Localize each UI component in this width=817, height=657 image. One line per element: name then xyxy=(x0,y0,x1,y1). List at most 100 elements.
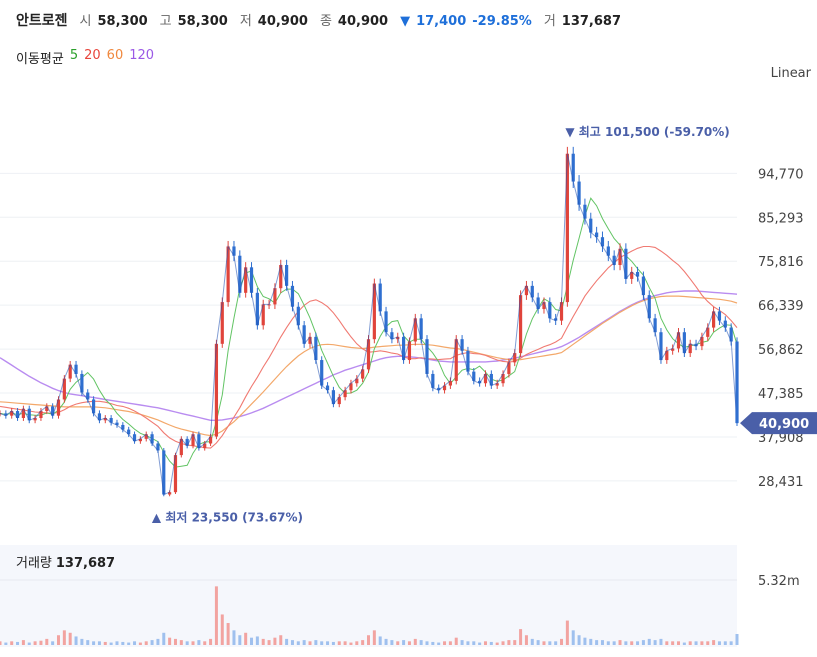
volume-bar xyxy=(390,640,394,645)
candle-body xyxy=(612,255,616,265)
volume-bar xyxy=(478,642,482,645)
candle-body xyxy=(208,436,213,444)
high-annotation: ▼ 최고 101,500 (-59.70%) xyxy=(565,124,729,139)
change-value: 17,400 xyxy=(416,14,467,29)
candle-body xyxy=(15,411,20,418)
volume-bar xyxy=(507,640,511,645)
volume-bar xyxy=(203,641,207,645)
candle-body xyxy=(226,246,230,303)
volume-bar xyxy=(244,632,248,645)
candle-body xyxy=(308,336,312,344)
volume-bar xyxy=(583,637,587,645)
ma-legend-label: 이동평균 xyxy=(16,52,64,67)
volume-bar xyxy=(144,641,148,645)
candle-body xyxy=(700,336,704,347)
volume-bar xyxy=(121,641,125,645)
high-label: 고 xyxy=(159,14,172,29)
candle-body xyxy=(559,302,564,321)
volume-bar xyxy=(723,641,727,645)
candle-body xyxy=(624,248,628,279)
ma-120-label: 120 xyxy=(129,48,155,63)
volume-bar xyxy=(396,641,400,645)
candle-body xyxy=(676,332,681,349)
price-tick-label: 28,431 xyxy=(758,475,804,490)
candle-body xyxy=(109,418,113,423)
volume-bar xyxy=(413,638,417,645)
candle-body xyxy=(495,383,499,386)
candle-body xyxy=(97,413,102,421)
candle-body xyxy=(688,343,692,354)
quote-header: 안트로젠 시 58,300 고 58,300 저 40,900 종 40,900… xyxy=(16,10,627,30)
candle-body xyxy=(337,397,341,405)
price-tick-label: 56,862 xyxy=(758,343,804,358)
volume-bar xyxy=(173,638,177,645)
candle-body xyxy=(694,343,698,347)
candle-body xyxy=(483,373,488,384)
candle-body xyxy=(641,276,646,296)
candle-body xyxy=(419,318,423,340)
volume-bar xyxy=(472,641,476,645)
volume-bar xyxy=(56,635,60,645)
candle-body xyxy=(290,285,295,307)
volume-bar xyxy=(483,641,487,645)
candle-body xyxy=(21,408,25,418)
candle-body xyxy=(261,304,265,326)
candle-body xyxy=(712,311,716,328)
candle-body xyxy=(489,373,493,386)
volume-bar xyxy=(717,641,721,645)
candle-body xyxy=(600,237,605,247)
volume-bar xyxy=(448,641,452,645)
volume-bar xyxy=(571,630,575,645)
volume-bar xyxy=(138,642,142,645)
candle-body xyxy=(361,369,365,379)
volume-bar xyxy=(308,641,312,645)
candle-body xyxy=(507,362,511,374)
candle-body xyxy=(665,350,669,361)
open-label: 시 xyxy=(79,14,92,29)
candle-body xyxy=(401,336,406,361)
moving-average-legend[interactable]: 이동평균 5 20 60 120 xyxy=(16,48,154,67)
candle-body xyxy=(565,153,569,303)
volume-bar xyxy=(367,635,370,645)
volume-bar xyxy=(560,638,564,645)
volume-bar xyxy=(554,641,558,645)
volume-bar xyxy=(74,636,78,645)
volume-bar xyxy=(431,641,435,645)
candle-body xyxy=(659,332,663,361)
change-down-icon: ▼ xyxy=(400,14,411,29)
scale-toggle[interactable]: Linear xyxy=(770,66,811,81)
candle-body xyxy=(51,406,55,416)
volume-bar xyxy=(361,640,365,645)
candle-body xyxy=(103,418,107,421)
candle-body xyxy=(548,302,552,319)
candle-body xyxy=(203,443,207,449)
volume-bar xyxy=(232,630,236,645)
price-tick-label: 47,385 xyxy=(758,387,804,402)
candle-body xyxy=(132,434,137,442)
volume-bar xyxy=(62,630,66,645)
volume-bar xyxy=(209,638,213,645)
candle-body xyxy=(325,385,330,391)
candle-body xyxy=(10,411,14,416)
candle-body xyxy=(232,246,236,256)
candle-body xyxy=(121,424,125,430)
volume-bar xyxy=(331,641,335,645)
candle-body xyxy=(466,350,470,372)
candle-body xyxy=(127,429,131,435)
candle-body xyxy=(425,339,429,374)
volume-bar xyxy=(92,641,96,645)
volume-bar xyxy=(501,641,505,645)
volume-bar xyxy=(296,641,300,645)
candle-body xyxy=(390,332,394,340)
volume-bar xyxy=(238,635,242,645)
candle-body xyxy=(384,311,388,333)
low-label: 저 xyxy=(239,14,252,29)
volume-bar xyxy=(109,642,113,645)
volume-bar xyxy=(16,641,20,645)
volume-bar xyxy=(320,641,324,645)
candle-body xyxy=(267,304,271,306)
volume-bar xyxy=(220,614,224,645)
volume-bar xyxy=(80,638,84,645)
candle-body xyxy=(460,339,464,351)
